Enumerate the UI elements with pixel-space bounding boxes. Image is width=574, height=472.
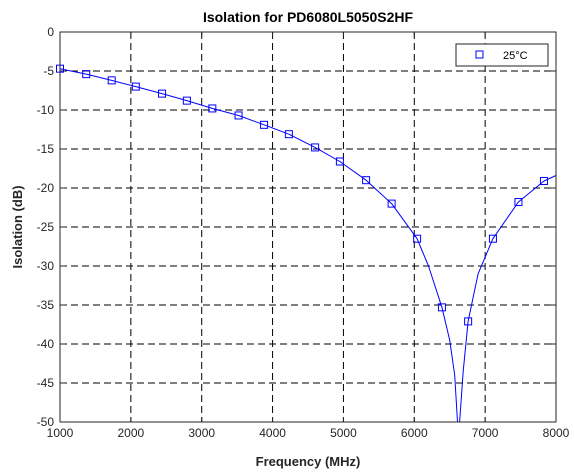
legend: 25°C: [455, 43, 549, 67]
grid: [60, 32, 556, 422]
x-axis-label: Frequency (MHz): [256, 454, 361, 469]
y-tick-label: -20: [37, 181, 55, 195]
y-axis-label: Isolation (dB): [10, 185, 25, 268]
legend-marker: [475, 50, 484, 59]
curve-layer: [59, 68, 557, 423]
x-tick-label: 4000: [259, 426, 286, 440]
data-point-marker: [413, 234, 422, 243]
data-point-marker: [260, 120, 269, 129]
data-point-marker: [488, 234, 497, 243]
axis-ticks: 1000 2000 3000 4000 5000 6000 7000 8000 0 -5 -10 -1…: [37, 25, 570, 440]
y-tick-label: -45: [37, 376, 55, 390]
data-point-marker: [311, 143, 320, 152]
x-tick-label: 1000: [47, 426, 74, 440]
data-point-marker: [514, 198, 523, 207]
legend-box: [455, 43, 549, 67]
series-line: [59, 68, 557, 423]
x-tick-label: 3000: [188, 426, 215, 440]
x-tick-label: 5000: [330, 426, 357, 440]
data-point-marker: [131, 82, 140, 91]
y-tick-label: -30: [37, 259, 55, 273]
y-tick-label: -25: [37, 220, 55, 234]
x-tick-label: 8000: [543, 426, 570, 440]
x-tick-label: 2000: [118, 426, 145, 440]
data-point-marker: [158, 89, 167, 98]
y-tick-label: -35: [37, 298, 55, 312]
legend-label: 25°C: [503, 50, 528, 62]
marker-layer: [56, 64, 548, 326]
data-point-marker: [539, 176, 548, 185]
y-tick-label: -15: [37, 142, 55, 156]
y-tick-label: -40: [37, 337, 55, 351]
x-tick-label: 6000: [401, 426, 428, 440]
data-point-marker: [284, 130, 293, 139]
data-point-marker: [464, 317, 473, 326]
y-tick-label: -50: [37, 415, 55, 429]
data-point-marker: [335, 157, 344, 166]
chart-title: Isolation for PD6080L5050S2HF: [203, 9, 414, 25]
data-point-marker: [182, 96, 191, 105]
data-point-marker: [387, 199, 396, 208]
x-tick-label: 7000: [472, 426, 499, 440]
data-point-marker: [208, 104, 217, 113]
data-point-marker: [82, 70, 91, 79]
plot-frame: [59, 31, 557, 423]
data-point-marker: [362, 176, 371, 185]
data-point-marker: [437, 303, 446, 312]
data-point-marker: [234, 111, 243, 120]
y-tick-label: 0: [47, 25, 54, 39]
y-tick-label: -5: [43, 64, 54, 78]
data-point-marker: [107, 76, 116, 85]
y-tick-label: -10: [37, 103, 55, 117]
